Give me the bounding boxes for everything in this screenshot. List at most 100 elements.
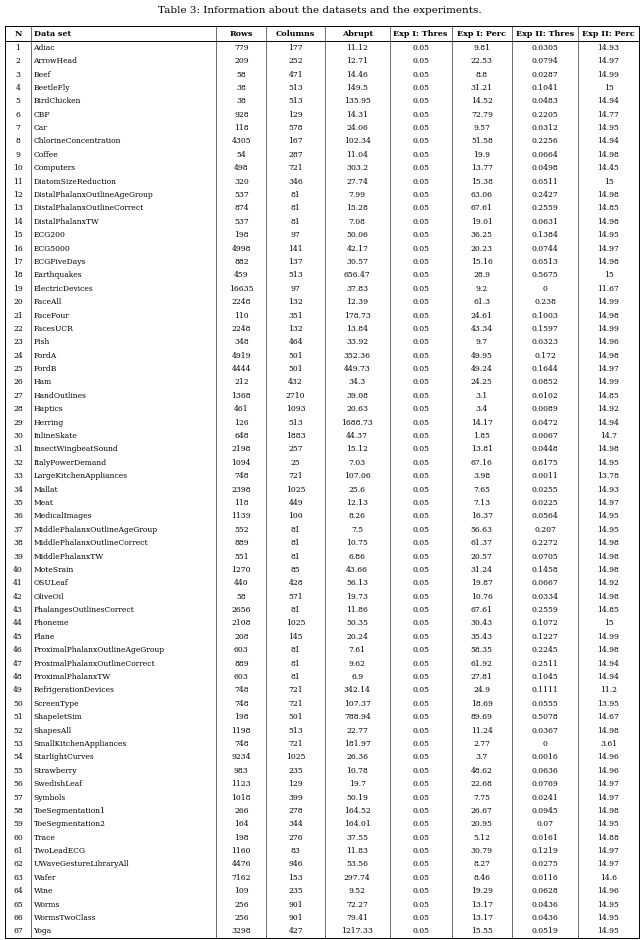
- Text: 552: 552: [234, 525, 248, 534]
- Text: 1217.33: 1217.33: [341, 928, 373, 935]
- Text: 43.66: 43.66: [346, 566, 368, 574]
- Text: UWaveGestureLibraryAll: UWaveGestureLibraryAll: [33, 860, 129, 869]
- Text: 0.2256: 0.2256: [532, 137, 559, 146]
- Text: 14.93: 14.93: [598, 44, 620, 52]
- Text: 0.0664: 0.0664: [532, 150, 559, 159]
- Text: 13.78: 13.78: [598, 472, 620, 480]
- Text: 15.12: 15.12: [346, 446, 368, 453]
- Text: ECG5000: ECG5000: [33, 244, 70, 253]
- Text: Adiac: Adiac: [33, 44, 55, 52]
- Text: 4305: 4305: [232, 137, 251, 146]
- Text: 513: 513: [288, 418, 303, 427]
- Text: ArrowHead: ArrowHead: [33, 57, 77, 65]
- Text: 30.79: 30.79: [471, 847, 493, 855]
- Text: 11.86: 11.86: [346, 606, 368, 614]
- Text: 11.04: 11.04: [346, 150, 368, 159]
- Text: 0.172: 0.172: [534, 352, 556, 360]
- Text: 35.43: 35.43: [471, 633, 493, 641]
- Text: 44.37: 44.37: [346, 432, 368, 440]
- Text: 4476: 4476: [232, 860, 251, 869]
- Text: Exp I: Thres: Exp I: Thres: [394, 30, 448, 38]
- Text: 266: 266: [234, 807, 248, 815]
- Text: 14.98: 14.98: [598, 446, 620, 453]
- Text: 22.68: 22.68: [471, 780, 493, 788]
- Text: Exp I: Perc: Exp I: Perc: [458, 30, 506, 38]
- Text: 0.5675: 0.5675: [532, 272, 559, 279]
- Text: 12: 12: [13, 191, 23, 199]
- Text: 0.0744: 0.0744: [532, 244, 559, 253]
- Text: 0.05: 0.05: [412, 673, 429, 682]
- Text: 28.9: 28.9: [474, 272, 490, 279]
- Text: 449.73: 449.73: [344, 365, 371, 373]
- Text: 26.36: 26.36: [346, 753, 368, 761]
- Text: 10.75: 10.75: [346, 540, 368, 547]
- Text: 0.0448: 0.0448: [532, 446, 559, 453]
- Text: 946: 946: [288, 860, 303, 869]
- Text: Table 3: Information about the datasets and the experiments.: Table 3: Information about the datasets …: [158, 6, 482, 15]
- Text: 16: 16: [13, 244, 23, 253]
- Text: 40: 40: [13, 566, 23, 574]
- Text: Exp II: Perc: Exp II: Perc: [582, 30, 635, 38]
- Text: 11.83: 11.83: [346, 847, 368, 855]
- Text: 1025: 1025: [286, 486, 305, 494]
- Text: 0.05: 0.05: [412, 111, 429, 118]
- Text: 14.97: 14.97: [598, 780, 620, 788]
- Text: 33: 33: [13, 472, 23, 480]
- Text: 3.4: 3.4: [476, 405, 488, 414]
- Text: 0.2272: 0.2272: [532, 540, 559, 547]
- Text: 2248: 2248: [232, 298, 251, 306]
- Text: 81: 81: [291, 540, 301, 547]
- Text: Data set: Data set: [33, 30, 70, 38]
- Text: 20.63: 20.63: [346, 405, 368, 414]
- Text: 928: 928: [234, 111, 248, 118]
- Text: 0.1041: 0.1041: [532, 84, 559, 92]
- Text: 67.61: 67.61: [471, 204, 493, 212]
- Text: 0.2511: 0.2511: [532, 660, 559, 667]
- Text: 303.2: 303.2: [346, 164, 369, 172]
- Text: 42.17: 42.17: [346, 244, 368, 253]
- Text: 513: 513: [288, 272, 303, 279]
- Text: 8.27: 8.27: [474, 860, 490, 869]
- Text: 748: 748: [234, 686, 248, 695]
- Text: 0.05: 0.05: [412, 486, 429, 494]
- Text: 24.25: 24.25: [471, 379, 493, 386]
- Text: 48: 48: [13, 673, 23, 682]
- Text: 14.95: 14.95: [598, 512, 620, 521]
- Text: Rows: Rows: [230, 30, 253, 38]
- Text: 15: 15: [604, 272, 613, 279]
- Text: 0.05: 0.05: [412, 887, 429, 895]
- Text: 72.79: 72.79: [471, 111, 493, 118]
- Text: 9: 9: [15, 150, 20, 159]
- Text: 31: 31: [13, 446, 23, 453]
- Text: 30.43: 30.43: [471, 619, 493, 628]
- Text: 721: 721: [288, 472, 303, 480]
- Text: 63.06: 63.06: [471, 191, 493, 199]
- Text: 135.95: 135.95: [344, 98, 371, 105]
- Text: 26: 26: [13, 379, 23, 386]
- Text: 27: 27: [13, 392, 23, 399]
- Text: 0.05: 0.05: [412, 713, 429, 721]
- Text: ScreenType: ScreenType: [33, 699, 79, 708]
- Text: 0.05: 0.05: [412, 860, 429, 869]
- Text: 498: 498: [234, 164, 248, 172]
- Text: 26.67: 26.67: [471, 807, 493, 815]
- Text: 14.17: 14.17: [471, 418, 493, 427]
- Text: 51: 51: [13, 713, 23, 721]
- Text: 209: 209: [234, 57, 248, 65]
- Text: ECGFiveDays: ECGFiveDays: [33, 258, 86, 266]
- Text: 0.2559: 0.2559: [532, 204, 559, 212]
- Text: 1883: 1883: [286, 432, 305, 440]
- Text: 24: 24: [13, 352, 23, 360]
- Text: 38: 38: [236, 98, 246, 105]
- Text: 14.99: 14.99: [598, 379, 620, 386]
- Text: 0.05: 0.05: [412, 418, 429, 427]
- Text: 0.1384: 0.1384: [532, 231, 559, 239]
- Text: 25: 25: [13, 365, 23, 373]
- Text: 20.95: 20.95: [471, 821, 493, 828]
- Text: 0.05: 0.05: [412, 606, 429, 614]
- Text: 983: 983: [234, 767, 249, 775]
- Text: 38: 38: [13, 540, 23, 547]
- Text: 14.95: 14.95: [598, 124, 620, 133]
- Text: 513: 513: [288, 84, 303, 92]
- Text: 351: 351: [288, 311, 303, 320]
